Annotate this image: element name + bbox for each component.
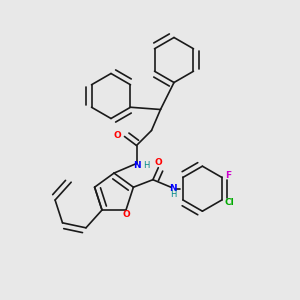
Text: O: O [113,130,121,140]
Text: N: N [169,184,177,193]
Text: F: F [225,171,232,180]
Text: Cl: Cl [224,198,234,207]
Text: H: H [143,160,149,169]
Text: O: O [154,158,162,167]
Text: N: N [133,160,140,169]
Text: H: H [170,190,176,199]
Text: O: O [122,210,130,219]
